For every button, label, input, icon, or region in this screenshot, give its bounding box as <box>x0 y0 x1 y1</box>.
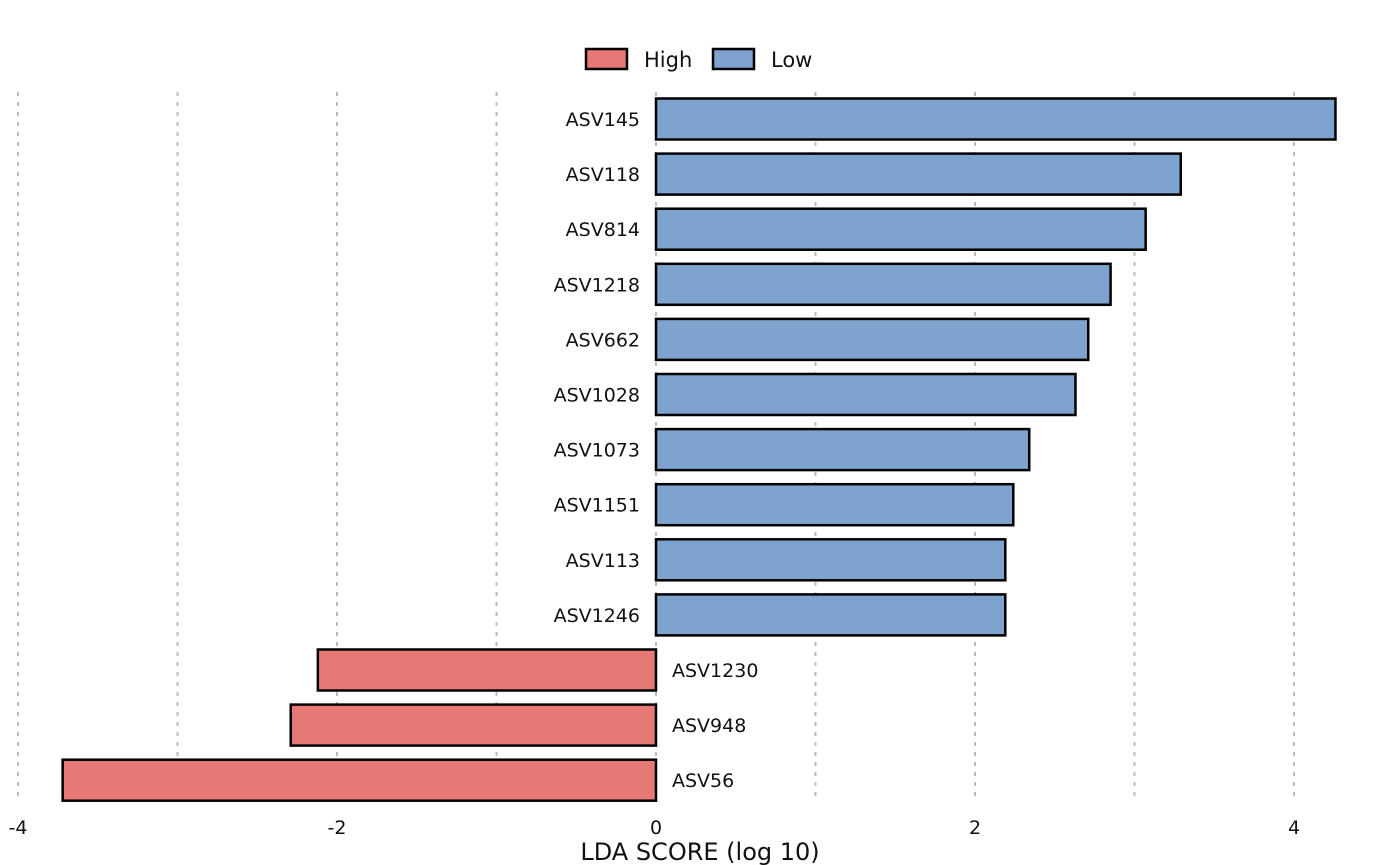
bar-label: ASV948 <box>672 715 746 737</box>
bar-label: ASV1073 <box>554 440 640 462</box>
bar-label: ASV1151 <box>554 495 640 517</box>
bar-label: ASV1246 <box>554 605 640 627</box>
x-tick-label: -4 <box>9 817 28 839</box>
legend: High Low <box>584 47 812 72</box>
bar-asv1028 <box>654 372 1077 417</box>
bar-asv662 <box>654 317 1090 362</box>
bar-label: ASV118 <box>566 164 640 186</box>
bar-label: ASV56 <box>672 770 734 792</box>
bar-asv118 <box>654 152 1183 196</box>
bar-asv814 <box>654 207 1147 251</box>
legend-label: Low <box>771 48 812 72</box>
bar-asv1246 <box>654 593 1007 637</box>
bar-asv56 <box>61 758 658 802</box>
bar-asv113 <box>654 538 1007 582</box>
x-axis-ticks: -4 -2 0 2 4 <box>9 817 1301 839</box>
legend-swatch-high <box>584 47 629 71</box>
bar-asv1073 <box>654 427 1031 472</box>
x-tick-label: 2 <box>969 817 981 839</box>
bar-asv145 <box>654 97 1337 141</box>
bar-asv1151 <box>654 482 1015 527</box>
bar-label: ASV814 <box>566 219 640 241</box>
bars: ASV145 ASV118 ASV814 ASV1218 ASV662 ASV1028 AS… <box>61 97 1337 802</box>
x-tick-label: 4 <box>1288 817 1300 839</box>
x-axis-label: LDA SCORE (log 10) <box>580 838 819 865</box>
bar-asv1230 <box>316 648 658 692</box>
bar-label: ASV113 <box>566 550 640 572</box>
bar-label: ASV1218 <box>554 274 640 296</box>
bar-asv948 <box>289 703 658 747</box>
legend-swatch-low <box>711 47 756 71</box>
bar-label: ASV1028 <box>554 385 640 407</box>
bar-label: ASV145 <box>566 109 640 131</box>
bar-label: ASV1230 <box>672 660 758 682</box>
x-tick-label: 0 <box>650 817 662 839</box>
bar-label: ASV662 <box>566 329 640 351</box>
x-tick-label: -2 <box>328 817 347 839</box>
legend-label: High <box>644 48 692 72</box>
bar-asv1218 <box>654 262 1112 307</box>
